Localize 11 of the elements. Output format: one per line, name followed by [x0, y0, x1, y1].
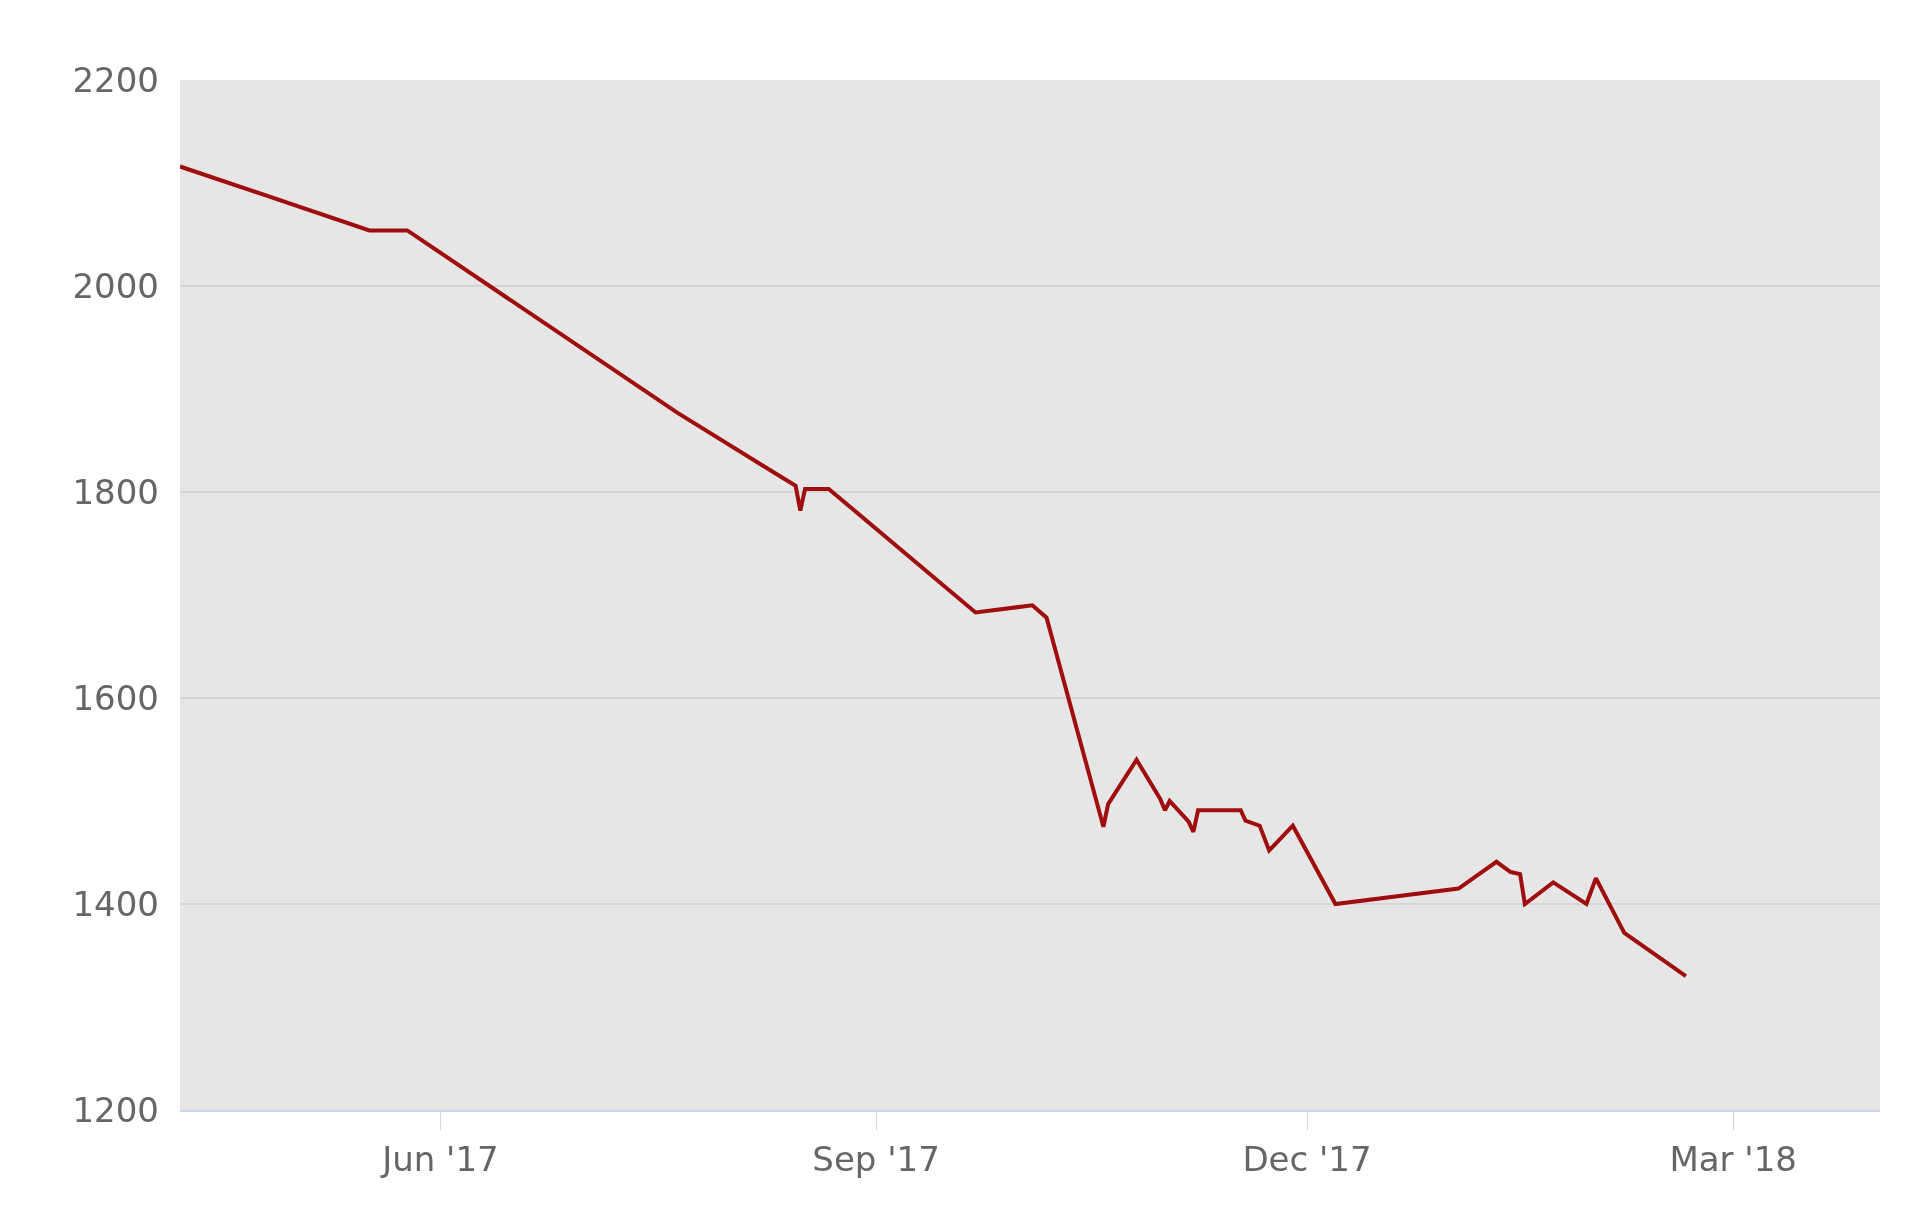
- line-series: [180, 164, 1688, 979]
- y-tick-label: 2200: [72, 59, 159, 100]
- x-tick-label: Mar '18: [1669, 1138, 1797, 1179]
- x-tick-label: Sep '17: [812, 1138, 940, 1179]
- y-tick-label: 1400: [72, 883, 159, 924]
- y-tick-label: 1800: [72, 471, 159, 512]
- x-tick-label: Jun '17: [380, 1138, 499, 1179]
- y-tick-label: 2000: [72, 265, 159, 306]
- y-tick-label: 1200: [72, 1089, 159, 1130]
- y-tick-label: 1600: [72, 677, 159, 718]
- x-tick-label: Dec '17: [1242, 1138, 1372, 1179]
